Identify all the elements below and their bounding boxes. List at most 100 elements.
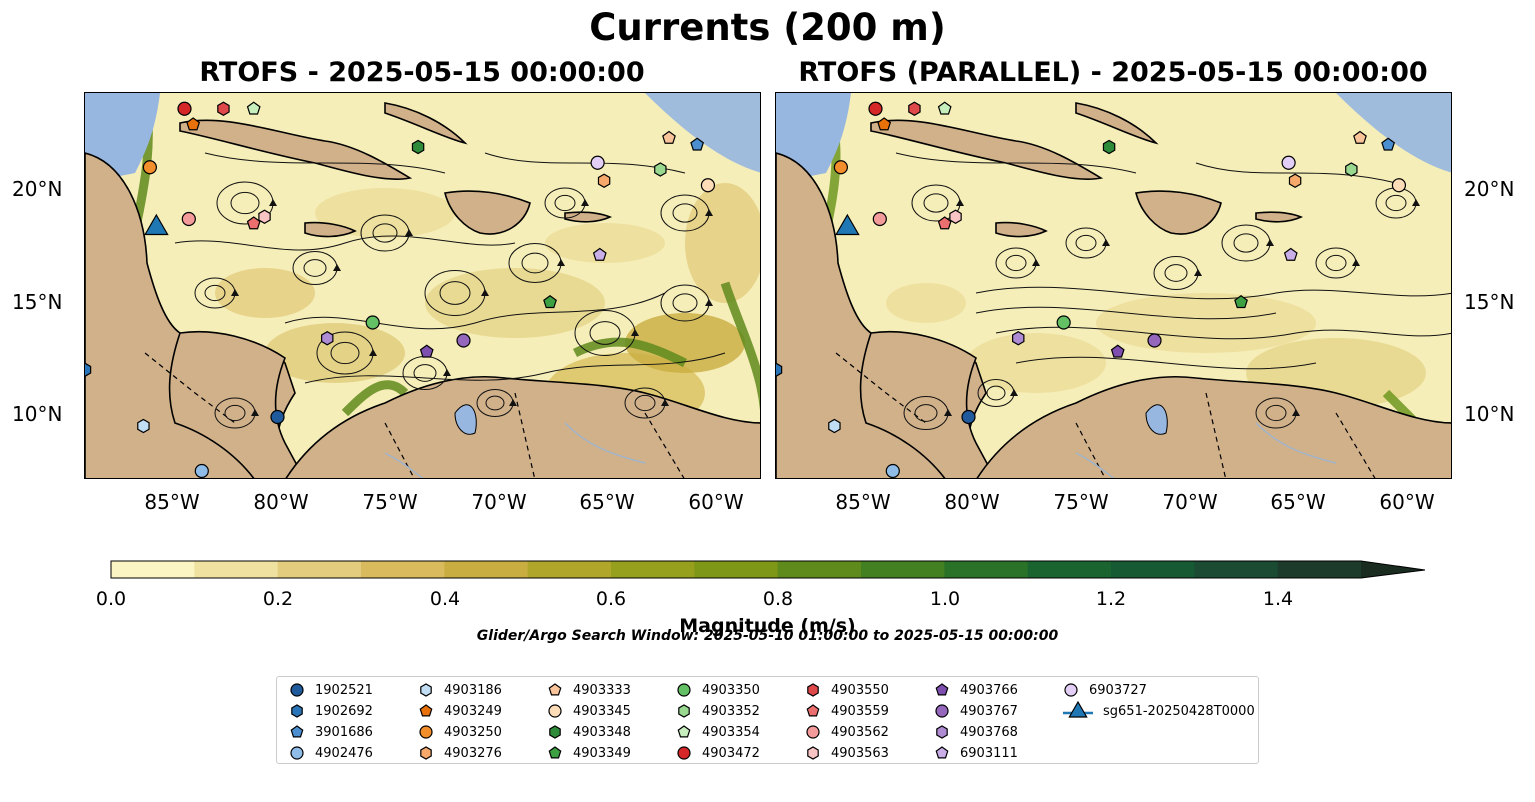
eddie-streamline (521, 252, 549, 274)
colorbar-segment (611, 561, 695, 578)
puerto-rico (564, 211, 613, 223)
float-marker-4902476 (885, 463, 900, 478)
legend-item-4903550: 4903550 (805, 680, 889, 700)
flow-streamline (995, 326, 1451, 340)
colorbar-segment (444, 561, 529, 578)
eddie-streamline (672, 293, 698, 313)
legend-marker (549, 725, 561, 739)
legend-marker-icon (549, 725, 561, 739)
legend-label: 4903250 (444, 724, 502, 740)
float-marker-4903767 (1147, 333, 1162, 348)
streamline-arrow (705, 209, 713, 216)
legend-label: 4903768 (960, 724, 1018, 740)
south-america (976, 375, 1451, 478)
lat-label-15n-left: 15°N (12, 290, 63, 314)
colorbar-segment (1111, 561, 1195, 578)
lon-label-75w-right: 75°W (1053, 490, 1109, 514)
streamline-arrow (1266, 239, 1274, 246)
legend-marker (420, 746, 432, 760)
country-border (835, 352, 927, 424)
country-border (384, 422, 415, 478)
legend-marker (290, 725, 304, 738)
legend-marker-icon (806, 725, 820, 739)
legend-marker-icon (419, 704, 433, 717)
speed-contour (685, 183, 760, 303)
central-america (168, 330, 305, 478)
streamline-arrow (944, 409, 952, 416)
legend-marker (678, 704, 690, 718)
legend-marker (548, 746, 562, 759)
river (1255, 422, 1337, 464)
legend-label: 4903354 (702, 724, 760, 740)
legend-label: 4903186 (444, 682, 502, 698)
streamline-arrow (333, 264, 341, 271)
legend-marker (548, 704, 562, 718)
float-marker-4903562 (181, 211, 196, 227)
float-marker-4903276 (597, 173, 611, 188)
eddie-streamline (224, 404, 246, 422)
float-marker-4902476 (194, 463, 209, 478)
streamline-arrow (581, 199, 589, 206)
legend-marker (807, 746, 819, 760)
legend-item-4903352: 4903352 (676, 701, 760, 721)
colorbar-tick-04: 0.4 (429, 588, 461, 610)
float-marker-4903333 (1353, 130, 1367, 144)
float-marker-4903348 (411, 139, 425, 155)
country-border (1075, 422, 1106, 478)
legend-item-4903562: 4903562 (805, 722, 889, 742)
eddie-streamline (1315, 247, 1357, 279)
legend-item-4903349: 4903349 (547, 743, 631, 763)
legend-marker (935, 683, 949, 696)
lon-label-70w: 70°W (471, 490, 527, 514)
lat-label-15n-right: 15°N (1464, 290, 1515, 314)
colorbar-segment (111, 561, 195, 578)
map-panel-rtofs (84, 92, 761, 479)
legend-marker (677, 725, 691, 738)
flow-streamline (284, 292, 666, 330)
map-canvas-rtofs-parallel (776, 93, 1451, 478)
streamline-arrow (369, 349, 377, 356)
float-marker-4903352 (654, 162, 667, 177)
legend-item-4902476: 4902476 (289, 743, 373, 763)
eddie-streamline (1325, 254, 1347, 272)
country-border (1205, 392, 1227, 478)
legend: 1902521 1902692 3901686 4902476 4903186 49032… (276, 676, 1259, 764)
colorbar-segment (777, 561, 862, 578)
float-marker-4903550 (908, 101, 921, 116)
eddie-streamline (672, 203, 698, 223)
float-marker-1902521 (270, 409, 285, 425)
bahamas (1075, 102, 1159, 145)
legend-label: 4903472 (702, 745, 760, 761)
lon-label-60w: 60°W (688, 490, 744, 514)
float-marker-4903333 (662, 130, 676, 144)
eddie-streamline (413, 364, 437, 382)
eddie-streamline (439, 281, 471, 305)
legend-marker-icon (806, 704, 820, 717)
flow-streamline (304, 352, 726, 384)
legend-item-1902521: 1902521 (289, 680, 373, 700)
glider-marker (835, 213, 860, 236)
legend-marker-icon (419, 725, 433, 739)
streamline-arrow (956, 199, 964, 206)
legend-marker-icon (548, 746, 562, 759)
float-marker-4903345 (1391, 178, 1407, 193)
eddie-streamline (986, 385, 1006, 401)
south-america (285, 375, 760, 478)
float-marker-4903766 (419, 344, 434, 358)
colorbar-segment (277, 561, 362, 578)
streamline-arrow (481, 289, 489, 296)
legend-marker (807, 683, 819, 697)
legend-marker-icon (420, 683, 432, 697)
river (564, 422, 646, 464)
colorbar-segment (527, 561, 612, 578)
legend-marker (420, 683, 432, 697)
legend-item-6903727: 6903727 (1063, 680, 1147, 700)
flow-streamline (895, 152, 1137, 174)
hispaniola (1135, 190, 1222, 235)
colorbar-segment (944, 561, 1029, 578)
colorbar-segment (1027, 561, 1112, 578)
streamline-arrow (1032, 259, 1040, 266)
eddie-streamline (1153, 256, 1199, 290)
float-marker-4903250 (833, 160, 848, 175)
legend-item-4903350: 4903350 (676, 680, 760, 700)
